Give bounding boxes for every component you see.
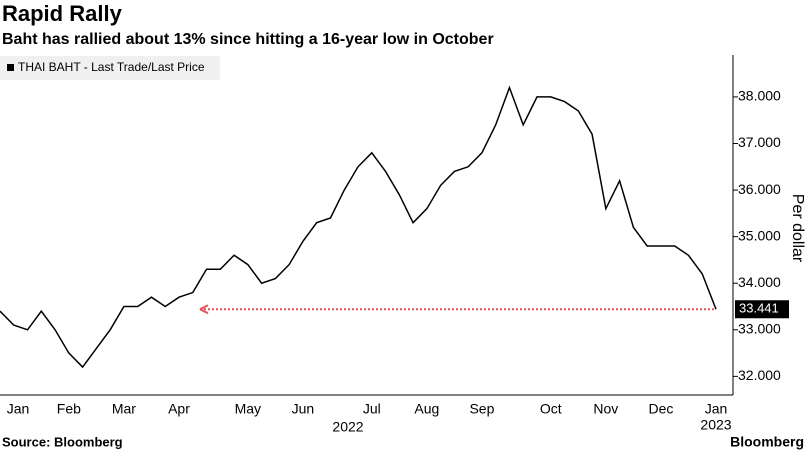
x-tick-label: May (235, 401, 261, 417)
x-tick-label: Jul (363, 401, 381, 417)
x-tick-label: Jan (705, 401, 728, 417)
x-tick-label: Dec (648, 401, 673, 417)
arrow-head (199, 304, 209, 315)
legend-swatch (7, 64, 14, 71)
x-tick-label: Mar (112, 401, 136, 417)
x-year-label: 2022 (332, 419, 363, 435)
x-year-label: 2023 (700, 417, 731, 433)
last-value-label: 33.441 (739, 301, 779, 316)
y-tick-label: 33.000 (738, 320, 781, 336)
x-tick-label: Nov (593, 401, 618, 417)
source: Source: Bloomberg (2, 434, 123, 449)
y-tick-label: 38.000 (738, 88, 781, 104)
y-tick-label: 35.000 (738, 227, 781, 243)
line-series (0, 85, 717, 369)
x-tick-label: Jun (292, 401, 315, 417)
x-tick-label: Apr (168, 401, 190, 417)
legend-label: THAI BAHT - Last Trade/Last Price (18, 60, 205, 74)
chart-title: Rapid Rally (2, 1, 123, 26)
last-value-box (735, 300, 789, 319)
brand: Bloomberg (730, 434, 804, 450)
y-tick-label: 34.000 (738, 274, 781, 290)
x-tick-label: Jan (7, 401, 30, 417)
x-tick-label: Aug (414, 401, 439, 417)
x-tick-label: Feb (57, 401, 81, 417)
y-tick-label: 36.000 (738, 181, 781, 197)
chart-subtitle: Baht has rallied about 13% since hitting… (2, 31, 494, 48)
y-axis-label: Per dollar (789, 194, 806, 263)
y-tick-label: 32.000 (738, 367, 781, 383)
x-tick-label: Sep (469, 401, 494, 417)
y-tick-label: 37.000 (738, 134, 781, 150)
x-tick-label: Oct (540, 401, 562, 417)
legend-box (0, 56, 220, 80)
